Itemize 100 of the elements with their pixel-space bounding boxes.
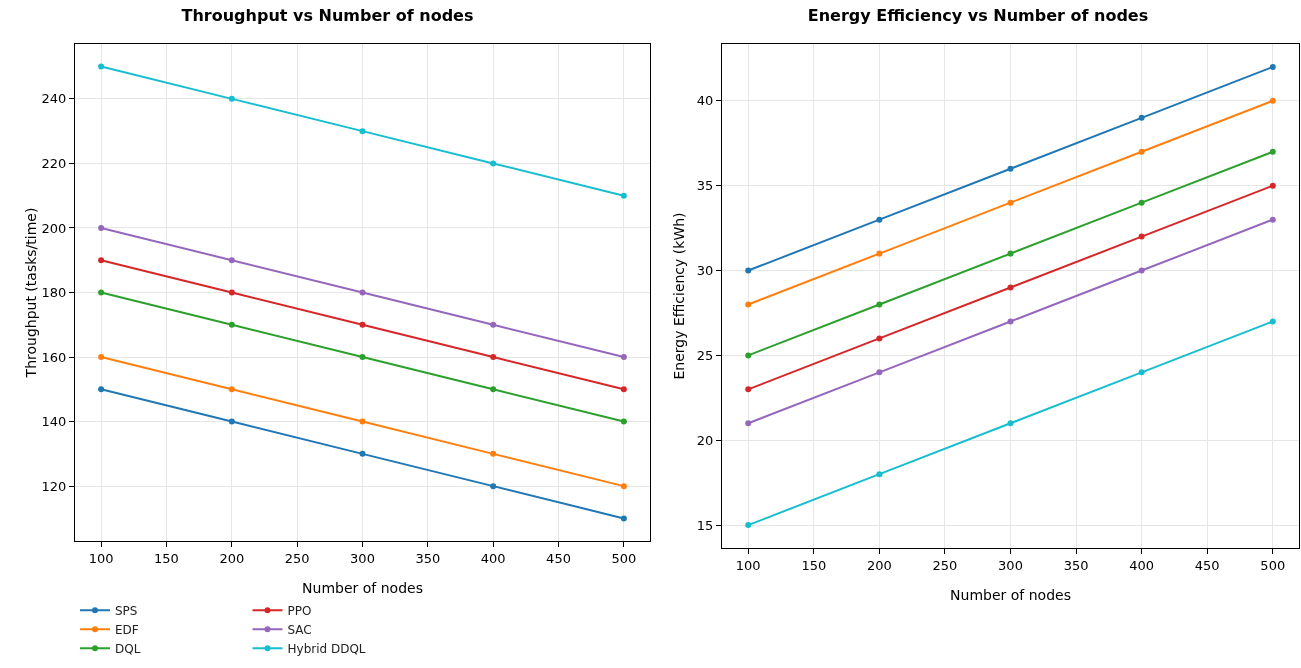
chart-title: Energy Efficiency vs Number of nodes bbox=[807, 6, 1149, 26]
point bbox=[490, 354, 497, 361]
point bbox=[1007, 318, 1014, 325]
legend-label: EDF bbox=[115, 622, 139, 637]
x-tick-label: 500 bbox=[1260, 557, 1286, 573]
point bbox=[876, 301, 883, 308]
legend-label: Hybrid DDQL bbox=[287, 641, 366, 656]
y-tick-label: 40 bbox=[696, 93, 714, 109]
point bbox=[620, 192, 627, 199]
point bbox=[490, 386, 497, 393]
x-tick-label: 350 bbox=[415, 550, 441, 566]
x-tick-label: 250 bbox=[284, 550, 310, 566]
point bbox=[228, 289, 235, 296]
point bbox=[876, 471, 883, 478]
point bbox=[359, 450, 366, 457]
y-axis-title: Throughput (tasks/time) bbox=[23, 207, 40, 379]
x-tick-label: 450 bbox=[1194, 557, 1220, 573]
point bbox=[490, 450, 497, 457]
point bbox=[745, 301, 752, 308]
point bbox=[876, 216, 883, 223]
point bbox=[876, 335, 883, 342]
x-tick-label: 400 bbox=[1129, 557, 1155, 573]
point bbox=[98, 289, 105, 296]
point bbox=[1007, 199, 1014, 206]
point bbox=[490, 483, 497, 490]
point bbox=[98, 63, 105, 70]
point bbox=[1138, 233, 1145, 240]
y-tick-label: 220 bbox=[41, 155, 67, 171]
y-tick-label: 240 bbox=[41, 91, 67, 107]
legend-label: SAC bbox=[287, 622, 312, 637]
point bbox=[1007, 250, 1014, 257]
point bbox=[1138, 267, 1145, 274]
x-tick-label: 200 bbox=[866, 557, 892, 573]
point bbox=[620, 515, 627, 522]
x-tick-label: 400 bbox=[480, 550, 506, 566]
y-tick-label: 120 bbox=[41, 478, 67, 494]
y-tick-label: 25 bbox=[696, 347, 714, 363]
point bbox=[228, 418, 235, 425]
y-tick-label: 15 bbox=[696, 517, 714, 533]
legend-label: SPS bbox=[115, 603, 138, 618]
point bbox=[359, 128, 366, 135]
point bbox=[228, 95, 235, 102]
point bbox=[1138, 148, 1145, 155]
point bbox=[359, 289, 366, 296]
x-tick-label: 350 bbox=[1063, 557, 1089, 573]
chart-title: Throughput vs Number of nodes bbox=[181, 6, 474, 26]
point bbox=[98, 257, 105, 264]
point bbox=[228, 321, 235, 328]
x-tick-label: 300 bbox=[350, 550, 375, 566]
x-tick-label: 500 bbox=[611, 550, 637, 566]
point bbox=[1269, 216, 1276, 223]
point bbox=[490, 160, 497, 167]
x-tick-label: 150 bbox=[801, 557, 827, 573]
x-tick-label: 250 bbox=[932, 557, 958, 573]
point bbox=[1269, 182, 1276, 189]
x-tick-label: 100 bbox=[735, 557, 761, 573]
y-tick-label: 20 bbox=[696, 432, 714, 448]
point bbox=[745, 522, 752, 529]
point bbox=[1269, 148, 1276, 155]
point bbox=[745, 267, 752, 274]
point bbox=[98, 354, 105, 361]
point bbox=[1138, 199, 1145, 206]
x-tick-label: 300 bbox=[998, 557, 1023, 573]
point bbox=[98, 224, 105, 231]
x-tick-label: 100 bbox=[88, 550, 114, 566]
y-tick-label: 30 bbox=[696, 263, 714, 279]
point bbox=[359, 354, 366, 361]
point bbox=[745, 352, 752, 359]
y-tick-label: 35 bbox=[696, 178, 714, 194]
point bbox=[620, 418, 627, 425]
point bbox=[1269, 63, 1276, 70]
point bbox=[876, 369, 883, 376]
point bbox=[1007, 284, 1014, 291]
point bbox=[620, 483, 627, 490]
x-tick-label: 450 bbox=[546, 550, 571, 566]
point bbox=[98, 386, 105, 393]
point bbox=[620, 386, 627, 393]
x-tick-label: 200 bbox=[219, 550, 245, 566]
point bbox=[359, 418, 366, 425]
y-tick-label: 180 bbox=[41, 285, 67, 301]
y-tick-label: 160 bbox=[41, 349, 67, 365]
point bbox=[745, 420, 752, 427]
x-axis-title: Number of nodes bbox=[302, 580, 423, 597]
point bbox=[228, 386, 235, 393]
point bbox=[745, 386, 752, 393]
y-tick-label: 140 bbox=[41, 414, 67, 430]
y-tick-label: 200 bbox=[41, 220, 67, 236]
point bbox=[1138, 369, 1145, 376]
y-axis-title: Energy Efficiency (kWh) bbox=[670, 212, 687, 380]
point bbox=[228, 257, 235, 264]
x-tick-label: 150 bbox=[154, 550, 179, 566]
point bbox=[490, 321, 497, 328]
point bbox=[620, 354, 627, 361]
legend-label: PPO bbox=[287, 603, 312, 618]
point bbox=[1269, 97, 1276, 104]
point bbox=[359, 321, 366, 328]
legend-label: DQL bbox=[115, 641, 141, 656]
point bbox=[1007, 165, 1014, 172]
point bbox=[1138, 114, 1145, 121]
point bbox=[876, 250, 883, 257]
